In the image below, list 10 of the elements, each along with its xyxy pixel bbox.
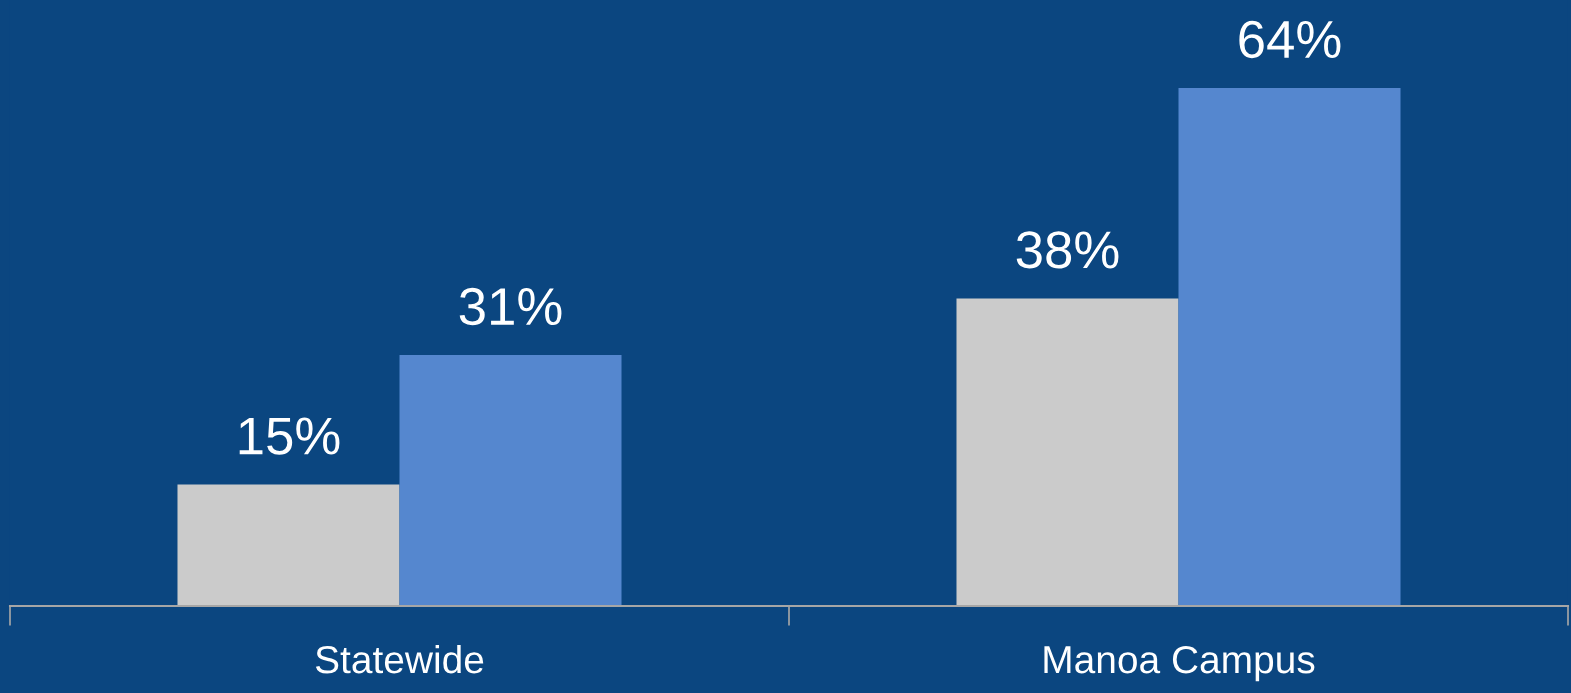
bar (177, 484, 400, 606)
x-tick-label: Statewide (315, 644, 484, 674)
data-label: 31% (459, 287, 562, 326)
data-label: 38% (1016, 231, 1119, 269)
bar (956, 298, 1179, 606)
bar (1178, 88, 1401, 606)
data-label: 15% (239, 417, 340, 455)
bar (399, 355, 622, 606)
x-tick-label: Manoa Campus (1044, 645, 1315, 682)
data-label: 64% (1239, 20, 1341, 59)
